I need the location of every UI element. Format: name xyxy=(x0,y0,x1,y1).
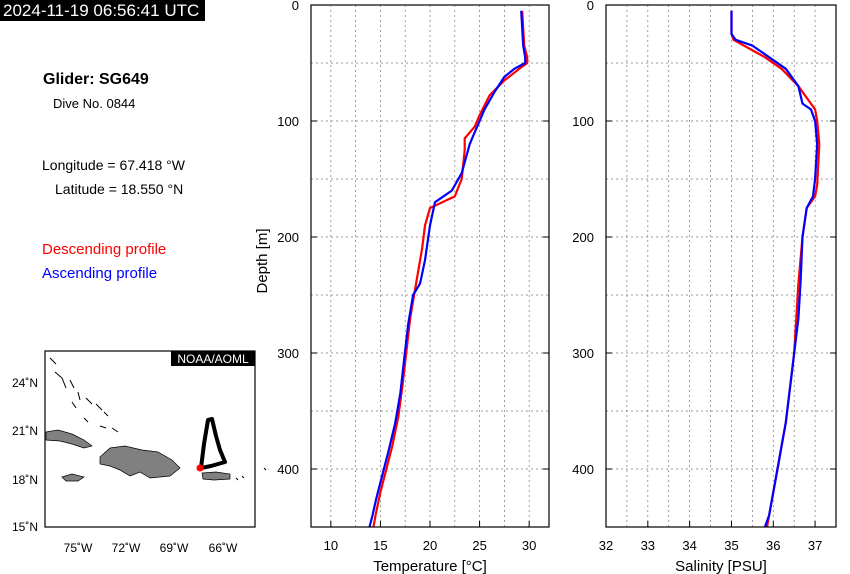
land-masses xyxy=(45,357,267,482)
salinity-plot: 0 100 200 300 400 32 33 34 35 36 37 Salinity [PSU] xyxy=(572,0,837,574)
salinity-descending-line xyxy=(730,10,821,528)
x-tick-label: 36 xyxy=(766,538,780,553)
glider-position-marker xyxy=(196,464,204,472)
x-tick-label: 30 xyxy=(522,538,536,553)
glider-track xyxy=(199,417,227,470)
x-tick-label: 32 xyxy=(599,538,613,553)
temperature-ascending-line xyxy=(368,10,527,528)
y-tick-label: 400 xyxy=(572,462,594,477)
temperature-plot: 0 100 200 300 400 10 15 20 25 30 Temperature [°C] D… xyxy=(254,0,550,574)
lon-tick: 72˚W xyxy=(112,541,141,555)
temperature-y-axis-label: Depth [m] xyxy=(254,228,271,293)
map-credit: NOAA/AOML xyxy=(177,352,249,366)
x-tick-label: 10 xyxy=(324,538,338,553)
x-tick-label: 34 xyxy=(682,538,696,553)
salinity-frame xyxy=(605,4,837,528)
hispaniola-land xyxy=(99,445,181,479)
lon-tick: 69˚W xyxy=(160,541,189,555)
map-lat-ticks: 24˚N 21˚N 18˚N 15˚N xyxy=(12,376,38,534)
lat-tick: 15˚N xyxy=(12,520,38,534)
y-tick-label: 200 xyxy=(572,230,594,245)
y-tick-label: 300 xyxy=(277,346,299,361)
lat-tick: 21˚N xyxy=(12,424,38,438)
temperature-descending-line xyxy=(372,10,529,528)
y-tick-label: 400 xyxy=(277,462,299,477)
puerto-rico-land xyxy=(201,471,231,481)
legend-ascending: Ascending profile xyxy=(42,265,158,282)
map-credit-box xyxy=(171,351,255,366)
x-tick-label: 20 xyxy=(423,538,437,553)
temperature-x-axis-label: Temperature [°C] xyxy=(373,558,487,574)
jamaica-land xyxy=(61,473,85,482)
y-tick-label: 0 xyxy=(587,0,594,13)
location-map: NOAA/AOML 24˚N 21˚N 18˚N 15˚N 75˚W 72˚W … xyxy=(12,350,267,555)
x-tick-label: 35 xyxy=(724,538,738,553)
cuba-land xyxy=(45,429,93,449)
bahamas-islands xyxy=(49,357,267,481)
lon-tick: 75˚W xyxy=(64,541,93,555)
y-tick-label: 100 xyxy=(572,114,594,129)
lat-tick: 24˚N xyxy=(12,376,38,390)
x-tick-label: 37 xyxy=(808,538,822,553)
x-tick-label: 25 xyxy=(472,538,486,553)
salinity-ascending-line xyxy=(730,10,819,528)
salinity-x-axis-label: Salinity [PSU] xyxy=(675,558,767,574)
glider-name: Glider: SG649 xyxy=(43,71,149,88)
y-tick-label: 100 xyxy=(277,114,299,129)
timestamp: 2024-11-19 06:56:41 UTC xyxy=(0,0,206,21)
temperature-grid xyxy=(311,5,549,527)
y-tick-label: 0 xyxy=(292,0,299,13)
latitude-readout: Latitude = 18.550 °N xyxy=(55,181,184,197)
longitude-readout: Longitude = 67.418 °W xyxy=(42,157,185,173)
dive-number: Dive No. 0844 xyxy=(53,96,136,111)
legend-descending: Descending profile xyxy=(42,241,167,258)
salinity-grid xyxy=(606,5,836,527)
lat-tick: 18˚N xyxy=(12,473,38,487)
lon-tick: 66˚W xyxy=(209,541,238,555)
y-tick-label: 300 xyxy=(572,346,594,361)
x-tick-label: 15 xyxy=(373,538,387,553)
y-tick-label: 200 xyxy=(277,230,299,245)
map-lon-ticks: 75˚W 72˚W 69˚W 66˚W xyxy=(64,541,238,555)
x-tick-label: 33 xyxy=(641,538,655,553)
